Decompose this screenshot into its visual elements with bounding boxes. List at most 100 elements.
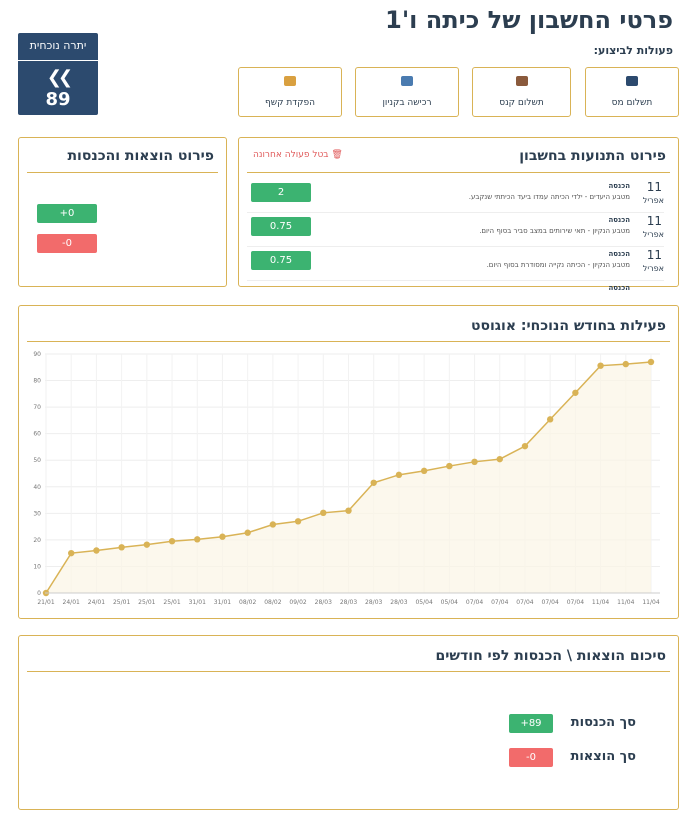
divider <box>27 671 670 672</box>
divider <box>247 172 670 173</box>
x-tick-label: 25/01 <box>163 599 180 606</box>
x-tick-label: 07/04 <box>516 599 533 606</box>
expense-label: סך הוצאות <box>570 749 636 764</box>
x-tick-label: 21/01 <box>37 599 54 606</box>
amount: 2 <box>251 183 311 202</box>
y-tick-label: 80 <box>33 378 41 385</box>
action-label: רכישה בקניון <box>382 98 432 108</box>
expense-total: -0 <box>509 748 553 767</box>
income-label: סך הכנסות <box>570 715 636 730</box>
transaction-row: 11 אפריל הכנסה מטבע הנקיון - הכיתה נקייה ומ… <box>247 248 664 281</box>
point <box>597 362 604 369</box>
type: הכנסה <box>608 284 630 292</box>
panel-title: פירוט התנועות בחשבון <box>519 148 666 164</box>
income-pill: +0 <box>37 204 97 223</box>
x-tick-label: 24/01 <box>88 599 105 606</box>
y-tick-label: 30 <box>33 510 41 517</box>
x-tick-label: 05/04 <box>415 599 432 606</box>
x-tick-label: 11/04 <box>617 599 634 606</box>
expense-pill: -0 <box>37 234 97 253</box>
point <box>496 455 503 463</box>
icon <box>401 76 413 86</box>
x-tick-label: 07/04 <box>466 599 483 606</box>
y-tick-label: 70 <box>33 404 41 411</box>
transactions-panel: פירוט התנועות בחשבון 🗑 בטל פעולה אחרונה … <box>238 137 679 315</box>
balance-value: 89 <box>45 89 71 110</box>
breakdown-panel: פירוט הוצאות והכנסות +0 -0 <box>18 137 227 287</box>
point <box>68 549 75 557</box>
type: הכנסה <box>608 216 630 224</box>
month: אפריל <box>642 230 664 239</box>
amount: 0.75 <box>251 217 311 236</box>
y-tick-label: 50 <box>33 457 41 464</box>
day: 11 <box>646 180 662 194</box>
x-tick-label: 07/04 <box>491 599 508 606</box>
page-title: פרטי החשבון של כיתה ו'1 <box>385 6 673 34</box>
point <box>93 547 100 554</box>
action-button[interactable]: תשלום קנס <box>472 67 571 117</box>
description: מטבע הנקיון - הכיתה נקייה ומסודרת בסוף ה… <box>486 261 630 269</box>
x-tick-label: 05/04 <box>441 599 458 606</box>
point <box>647 358 655 366</box>
x-tick-label: 25/01 <box>113 599 130 606</box>
undo-button[interactable]: 🗑 בטל פעולה אחרונה <box>253 150 343 160</box>
transaction-row: 11 אפריל הכנסה מטבע הנקיון - תאי שירותים במ… <box>247 214 664 247</box>
x-tick-label: 31/01 <box>214 599 231 606</box>
transaction-row: 11 אפריל הכנסה מטבע היעדים - ילדי הכיתה עמד… <box>247 180 664 213</box>
x-tick-label: 31/01 <box>189 599 206 606</box>
y-tick-label: 40 <box>33 484 41 491</box>
point <box>546 416 554 423</box>
x-tick-label: 28/03 <box>365 599 382 606</box>
point <box>219 533 226 540</box>
area <box>46 361 651 593</box>
point <box>143 541 151 548</box>
action-button[interactable]: תשלום מס <box>585 67 679 117</box>
x-tick-label: 07/04 <box>567 599 584 606</box>
y-tick-label: 60 <box>33 431 41 438</box>
x-tick-label: 08/02 <box>239 599 256 606</box>
amount: 0.75 <box>251 251 311 270</box>
description: מטבע הנקיון - תאי שירותים במצב סביר בסוף… <box>479 227 630 235</box>
x-tick-label: 28/03 <box>315 599 332 606</box>
description: מטבע היעדים - ילדי הכיתה עמדו ביעד הכיתת… <box>468 193 630 201</box>
action-label: הפקדת קשף <box>264 98 316 108</box>
bar-chart-panel: סיכום הוצאות \ הכנסות לפי חודשים סך הכנס… <box>18 635 679 810</box>
x-tick-label: 28/03 <box>340 599 357 606</box>
balance-box: יתרה נוכחית ❮❮ 89 <box>18 33 98 115</box>
action-button[interactable]: הפקדת קשף <box>238 67 342 117</box>
month: אפריל <box>642 264 664 273</box>
point <box>194 536 201 543</box>
point <box>370 479 377 486</box>
x-tick-label: 11/04 <box>642 599 659 606</box>
month: אפריל <box>642 196 664 205</box>
y-tick-label: 20 <box>33 537 41 544</box>
panel-title: סיכום הוצאות \ הכנסות לפי חודשים <box>435 648 666 664</box>
point <box>345 507 352 514</box>
point <box>446 462 453 470</box>
x-tick-label: 07/04 <box>542 599 559 606</box>
point <box>572 389 579 396</box>
action-button[interactable]: רכישה בקניון <box>355 67 459 117</box>
x-tick-label: 25/01 <box>138 599 155 606</box>
type: הכנסה <box>608 182 630 190</box>
balance-label: יתרה נוכחית <box>29 39 87 52</box>
x-tick-label: 09/02 <box>289 599 306 606</box>
divider <box>27 172 218 173</box>
panel-title: פירוט הוצאות והכנסות <box>67 148 214 164</box>
chevrons: ❮❮ <box>46 67 73 88</box>
point <box>320 509 327 517</box>
y-tick-label: 0 <box>37 590 41 597</box>
point <box>521 442 529 450</box>
x-tick-label: 11/04 <box>592 599 609 606</box>
point <box>168 538 176 545</box>
y-tick-label: 90 <box>33 351 41 358</box>
action-label: תשלום קנס <box>499 98 544 108</box>
x-tick-label: 24/01 <box>63 599 80 606</box>
point <box>471 458 478 466</box>
divider <box>27 341 670 342</box>
point <box>244 529 251 536</box>
point <box>294 518 302 525</box>
point <box>395 471 403 479</box>
actions-label: פעולות לביצוע: <box>593 44 673 57</box>
